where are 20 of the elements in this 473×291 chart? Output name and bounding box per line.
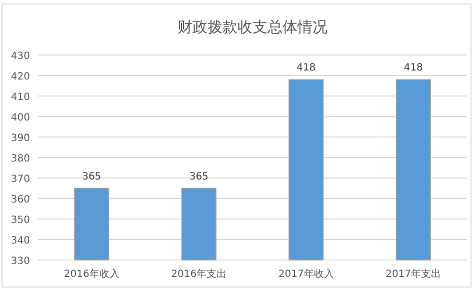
x-tick-label: 2017年支出	[386, 268, 442, 280]
y-tick-label: 380	[10, 154, 30, 164]
data-label: 418	[404, 62, 423, 74]
y-tick-label: 370	[10, 174, 30, 185]
y-tick-label: 340	[10, 236, 30, 246]
data-label: 365	[82, 171, 102, 182]
x-tick-label: 2017年收入	[278, 268, 334, 280]
x-tick-label: 2016年支出	[171, 268, 227, 280]
y-tick-label: 420	[10, 72, 30, 82]
y-tick-label: 360	[10, 194, 30, 206]
data-label: 418	[296, 62, 316, 74]
data-label: 365	[189, 171, 208, 182]
y-tick-label: 430	[10, 51, 30, 62]
chart-title: 财政拨款收支总体情况	[178, 18, 328, 36]
y-tick-label: 400	[10, 112, 30, 124]
y-tick-label: 350	[10, 215, 30, 226]
x-tick-label: 2016年收入	[64, 268, 120, 280]
y-tick-label: 410	[10, 92, 30, 103]
y-tick-label: 390	[10, 133, 30, 144]
y-tick-label: 330	[10, 256, 30, 267]
